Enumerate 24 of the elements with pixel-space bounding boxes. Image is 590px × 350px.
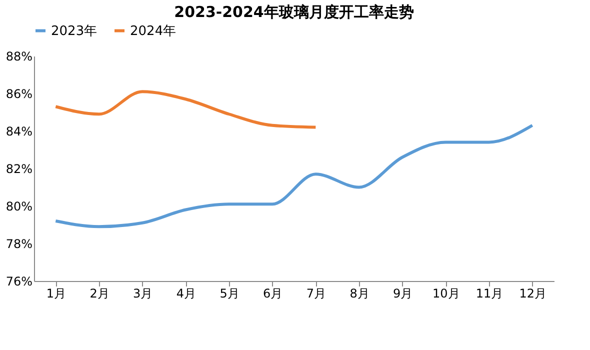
x-tick-label: 3月 (133, 286, 153, 300)
x-tick-label: 4月 (176, 286, 196, 300)
y-tick-label: 82% (6, 162, 32, 176)
x-tick-label: 8月 (350, 286, 370, 300)
chart-title: 2023-2024年玻璃月度开工率走势 (174, 3, 414, 21)
y-tick-label: 88% (6, 50, 32, 64)
x-tick-label: 7月 (306, 286, 326, 300)
x-tick-label: 5月 (220, 286, 240, 300)
y-tick-label: 84% (6, 124, 32, 138)
x-tick-label: 11月 (476, 286, 504, 300)
y-tick-label: 78% (6, 237, 32, 251)
x-tick-label: 10月 (432, 286, 460, 300)
y-tick-label: 86% (6, 87, 32, 101)
y-tick-label: 76% (6, 274, 32, 288)
x-tick-label: 2月 (90, 286, 110, 300)
x-tick-label: 9月 (393, 286, 413, 300)
line-series (54, 124, 534, 228)
x-tick-label: 6月 (263, 286, 283, 300)
legend-label: 2023年 (51, 24, 98, 39)
legend-label: 2024年 (130, 24, 176, 39)
x-tick-label: 12月 (519, 286, 546, 300)
y-tick-label: 80% (6, 200, 32, 214)
x-tick-label: 1月 (46, 286, 66, 300)
line-series (54, 90, 318, 129)
